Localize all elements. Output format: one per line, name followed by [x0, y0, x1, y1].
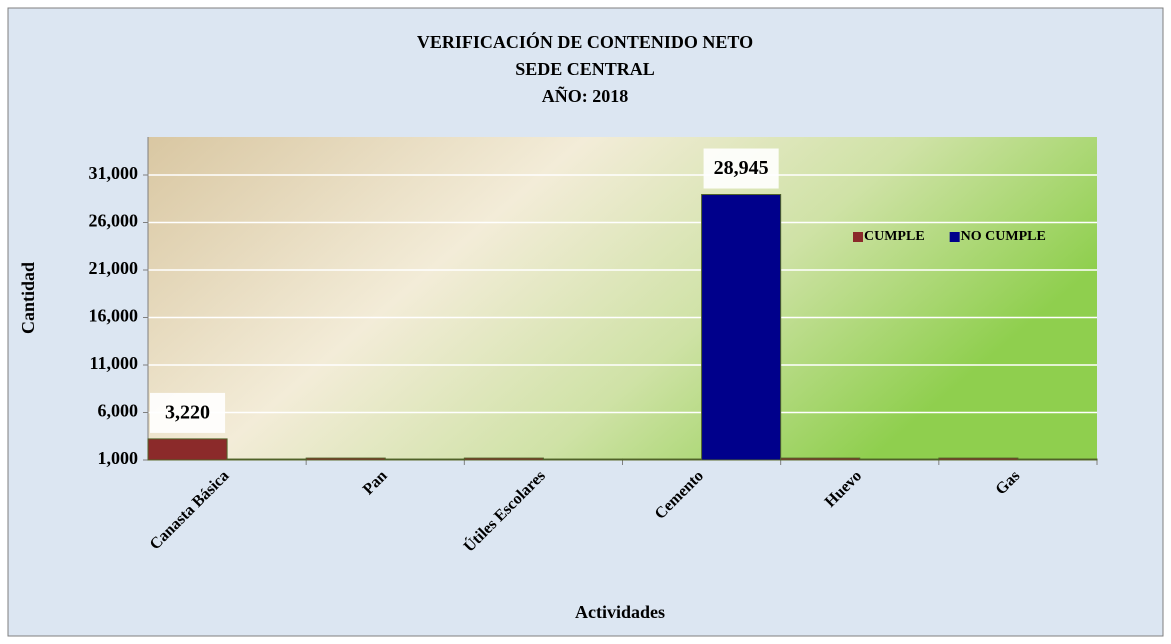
- bar: [1017, 458, 1098, 461]
- bar: [938, 457, 1019, 461]
- bar: [384, 458, 465, 461]
- bar: [622, 458, 703, 461]
- y-tick-label: 1,000: [98, 448, 139, 468]
- plot-area: [148, 137, 1097, 460]
- bar: [305, 457, 386, 461]
- y-tick-label: 11,000: [89, 353, 138, 373]
- chart-title: VERIFICACIÓN DE CONTENIDO NETO: [417, 31, 753, 52]
- data-label: 28,945: [714, 157, 769, 179]
- legend-swatch: [949, 232, 960, 242]
- data-label: 3,220: [165, 402, 210, 424]
- legend-swatch: [853, 232, 863, 242]
- bar: [147, 438, 228, 461]
- chart-title: AÑO: 2018: [542, 85, 629, 106]
- bar: [463, 457, 544, 461]
- y-tick-label: 26,000: [89, 211, 139, 231]
- bar: [701, 194, 782, 461]
- y-tick-label: 31,000: [89, 163, 139, 183]
- x-axis-label: Actividades: [575, 602, 665, 622]
- bar: [226, 458, 307, 461]
- bar: [780, 457, 861, 461]
- data-label-box: [703, 148, 779, 189]
- bar: [542, 458, 624, 461]
- y-tick-label: 6,000: [98, 401, 139, 421]
- y-tick-label: 16,000: [89, 306, 139, 326]
- legend-label: NO CUMPLE: [961, 229, 1046, 244]
- bar: [859, 458, 940, 461]
- data-label-box: [150, 392, 226, 433]
- y-tick-label: 21,000: [89, 258, 139, 278]
- y-axis-label: Cantidad: [18, 262, 38, 334]
- chart-title: SEDE CENTRAL: [515, 59, 655, 79]
- legend-label: CUMPLE: [864, 229, 925, 244]
